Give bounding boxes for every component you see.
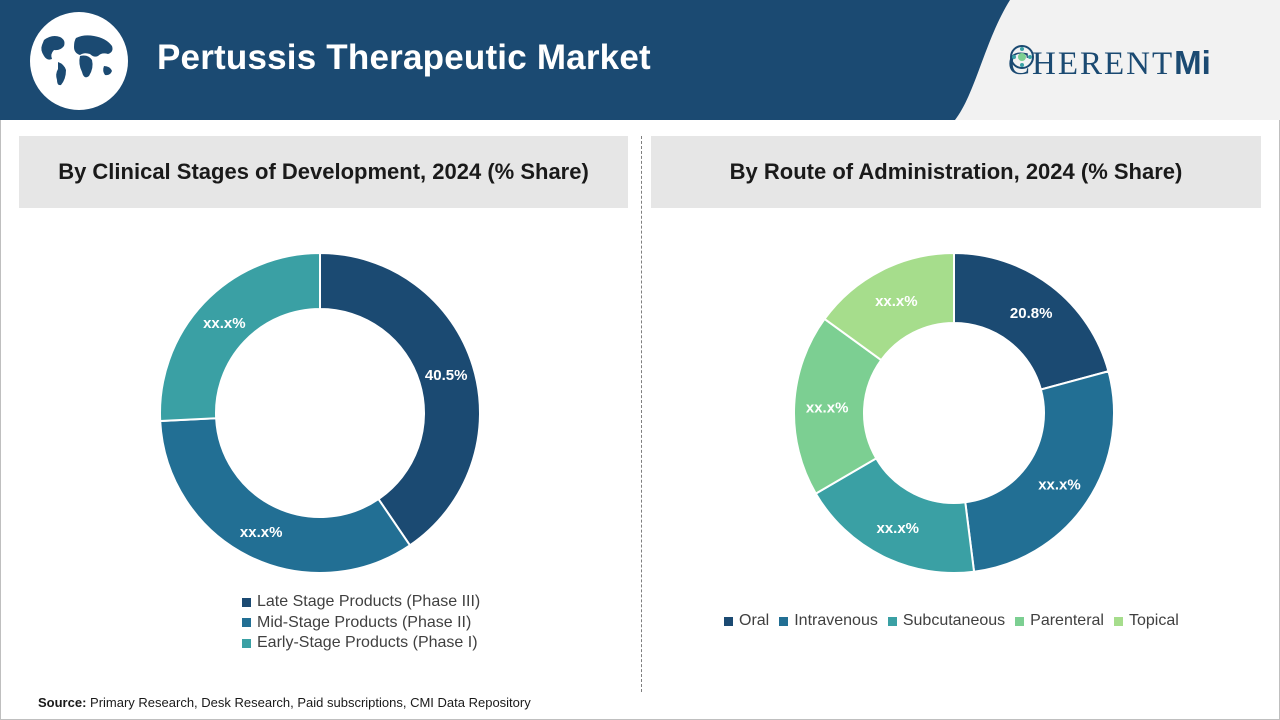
legend-swatch (1015, 616, 1025, 626)
legend-swatch (887, 616, 897, 626)
legend-label: Mid-Stage Products (Phase II) (257, 613, 472, 631)
legend-item: Mid-Stage Products (Phase II) (242, 613, 480, 634)
data-label: xx.x% (203, 315, 246, 332)
data-label: xx.x% (240, 524, 283, 541)
legend-label: Subcutaneous (902, 612, 1006, 629)
header-background (0, 0, 1280, 120)
legend-item: Subcutaneous (887, 612, 1006, 630)
legend-swatch (779, 616, 789, 626)
globe-icon (41, 35, 113, 86)
legend-label: Late Stage Products (Phase III) (257, 593, 481, 611)
legend-item: Oral (724, 612, 769, 630)
legend-label: Intravenous (794, 612, 878, 629)
source-note: Source: Primary Research, Desk Research,… (38, 695, 531, 710)
donut-slice (953, 251, 1110, 391)
data-label: xx.x% (876, 520, 919, 537)
data-label: xx.x% (875, 293, 918, 310)
data-label: 20.8% (1010, 305, 1053, 322)
chart1-donut: 40.5% xx.x% xx.x% (159, 251, 481, 574)
legend-swatch (724, 616, 733, 626)
legend-swatch (242, 597, 251, 607)
data-label: xx.x% (806, 400, 849, 417)
donut-slice (964, 370, 1115, 573)
chart1-legend: Late Stage Products (Phase III) Mid-Stag… (242, 592, 480, 654)
chart2-title: By Route of Administration, 2024 (% Shar… (651, 136, 1261, 208)
legend-label: Early-Stage Products (Phase I) (257, 634, 478, 652)
header-banner: Pertussis Therapeutic Market C HERENTMi (0, 0, 1280, 120)
coherentmi-logo: C HERENTMi (1008, 44, 1211, 82)
donut-slice (823, 251, 955, 362)
chart1-title: By Clinical Stages of Development, 2024 … (19, 136, 628, 208)
donut-slice (159, 251, 321, 423)
page-title: Pertussis Therapeutic Market (157, 38, 651, 77)
legend-item: Topical (1113, 612, 1179, 630)
legend-label: Topical (1128, 612, 1179, 629)
donut-slice (159, 417, 412, 574)
legend-item: Parenteral (1015, 612, 1104, 630)
donut-slice (319, 251, 481, 547)
legend-item: Early-Stage Products (Phase I) (242, 633, 480, 654)
data-label: 40.5% (425, 367, 468, 384)
legend-swatch (242, 638, 251, 648)
legend-swatch (242, 618, 251, 628)
logo-o-mark-icon (1010, 45, 1034, 69)
legend-item: Intravenous (779, 612, 878, 630)
legend-swatch (1113, 616, 1123, 626)
legend-label: Oral (739, 612, 770, 629)
panel-divider (641, 136, 642, 692)
legend-label: Parenteral (1030, 612, 1104, 629)
chart2-legend: Oral Intravenous Subcutaneous Parenteral… (724, 612, 1189, 630)
legend-item: Late Stage Products (Phase III) (242, 592, 480, 613)
chart2-donut: 20.8% xx.x% xx.x% xx.x% xx.x% (793, 251, 1115, 574)
data-label: xx.x% (1038, 477, 1081, 494)
